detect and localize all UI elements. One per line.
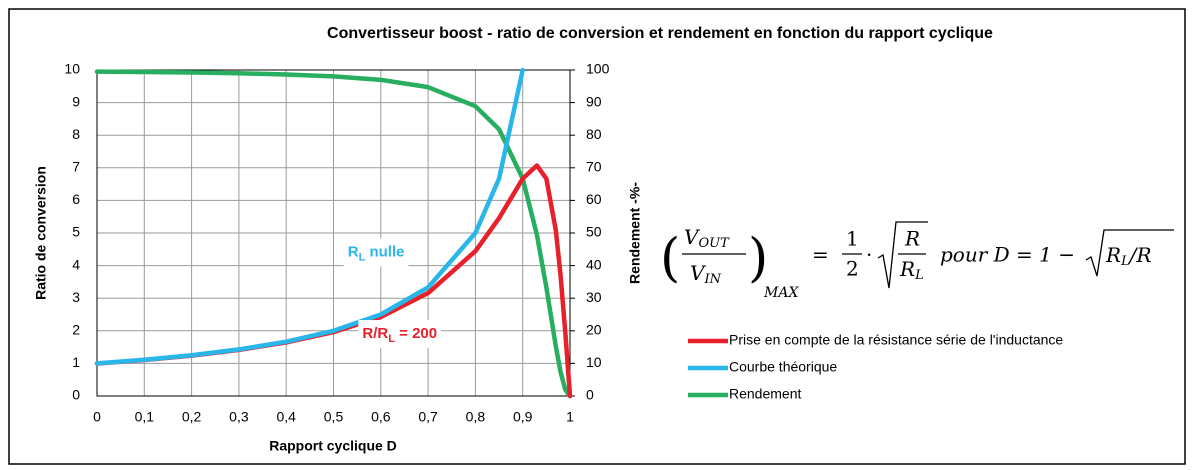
- y-tick-label: 10: [64, 61, 80, 77]
- annotation: RL nulle: [348, 244, 405, 264]
- y2-tick-label: 90: [586, 93, 602, 109]
- y-tick-label: 4: [72, 256, 80, 272]
- sqrt: [877, 221, 928, 289]
- x-tick-label: 0,4: [276, 409, 296, 425]
- paren: (: [660, 229, 680, 289]
- formula-half-num: 1: [846, 227, 859, 251]
- legend-label: Courbe théorique: [729, 359, 837, 375]
- formula-half-den: 2: [846, 257, 859, 281]
- x-tick-label: 0: [93, 409, 101, 425]
- y2-tick-label: 40: [586, 256, 602, 272]
- y2-tick-label: 30: [586, 289, 602, 305]
- legend-label: Rendement: [729, 386, 801, 402]
- y-tick-label: 3: [72, 289, 80, 305]
- y-tick-label: 5: [72, 224, 80, 240]
- y2-tick-label: 100: [586, 61, 610, 77]
- y-tick-label: 2: [72, 322, 80, 338]
- y-tick-label: 7: [72, 159, 80, 175]
- x-tick-label: 0,1: [135, 409, 155, 425]
- formula-num: VOUT: [684, 225, 730, 251]
- formula-sub: MAX: [763, 285, 799, 301]
- series-line: [94, 69, 573, 399]
- x-tick-label: 0,6: [371, 409, 391, 425]
- formula-root-den: RL: [899, 257, 924, 283]
- x-tick-label: 0,9: [513, 409, 533, 425]
- y-tick-label: 0: [72, 387, 80, 403]
- x-tick-label: 0,2: [182, 409, 202, 425]
- annotation-part: R: [348, 244, 359, 261]
- chart-title: Convertisseur boost - ratio de conversio…: [327, 25, 993, 42]
- x-axis-label: Rapport cyclique D: [269, 438, 397, 454]
- y2-tick-label: 10: [586, 354, 602, 370]
- plot-border: [96, 69, 571, 397]
- annotation-part: nulle: [365, 244, 404, 261]
- x-tick-label: 0,8: [466, 409, 486, 425]
- y2-tick-label: 80: [586, 126, 602, 142]
- formula: ( VOUT VIN ) MAX = 1 2 · R RL pour D = 1…: [660, 221, 1174, 301]
- annotation: R/RL = 200: [362, 325, 437, 345]
- annotation-bg: [358, 320, 442, 349]
- formula-eq: =: [812, 243, 829, 267]
- y-tick-label: 9: [72, 93, 80, 109]
- y2-axis-label: Rendement -%-: [627, 182, 643, 284]
- y2-tick-label: 70: [586, 159, 602, 175]
- y2-tick-label: 20: [586, 322, 602, 338]
- x-tick-label: 0,7: [418, 409, 438, 425]
- x-tick-label: 1: [566, 409, 574, 425]
- legend-label: Prise en compte de la résistance série d…: [729, 332, 1063, 348]
- y2-tick-label: 60: [586, 191, 602, 207]
- y-tick-label: 1: [72, 354, 80, 370]
- annotation-bg: [343, 238, 409, 267]
- formula-dot: ·: [866, 243, 872, 267]
- formula-den: VIN: [690, 261, 722, 287]
- formula-cond: pour D = 1 −: [940, 243, 1075, 267]
- paren: ): [748, 229, 768, 289]
- y-tick-label: 8: [72, 126, 80, 142]
- annotation-part: = 200: [395, 325, 437, 342]
- y2-tick-label: 50: [586, 224, 602, 240]
- annotation-part: L: [388, 333, 395, 345]
- sqrt: [1085, 229, 1174, 277]
- frame: [8, 8, 1186, 465]
- x-tick-label: 0,5: [324, 409, 344, 425]
- y2-tick-label: 0: [586, 387, 594, 403]
- y-axis-label: Ratio de conversion: [33, 166, 49, 300]
- formula-root-num: R: [904, 227, 920, 251]
- y-tick-label: 6: [72, 191, 80, 207]
- annotation-part: L: [359, 251, 366, 263]
- x-tick-label: 0,3: [229, 409, 249, 425]
- annotation-part: R/R: [362, 325, 388, 342]
- series-line: [94, 67, 525, 366]
- formula-root2: RL/R: [1105, 243, 1152, 269]
